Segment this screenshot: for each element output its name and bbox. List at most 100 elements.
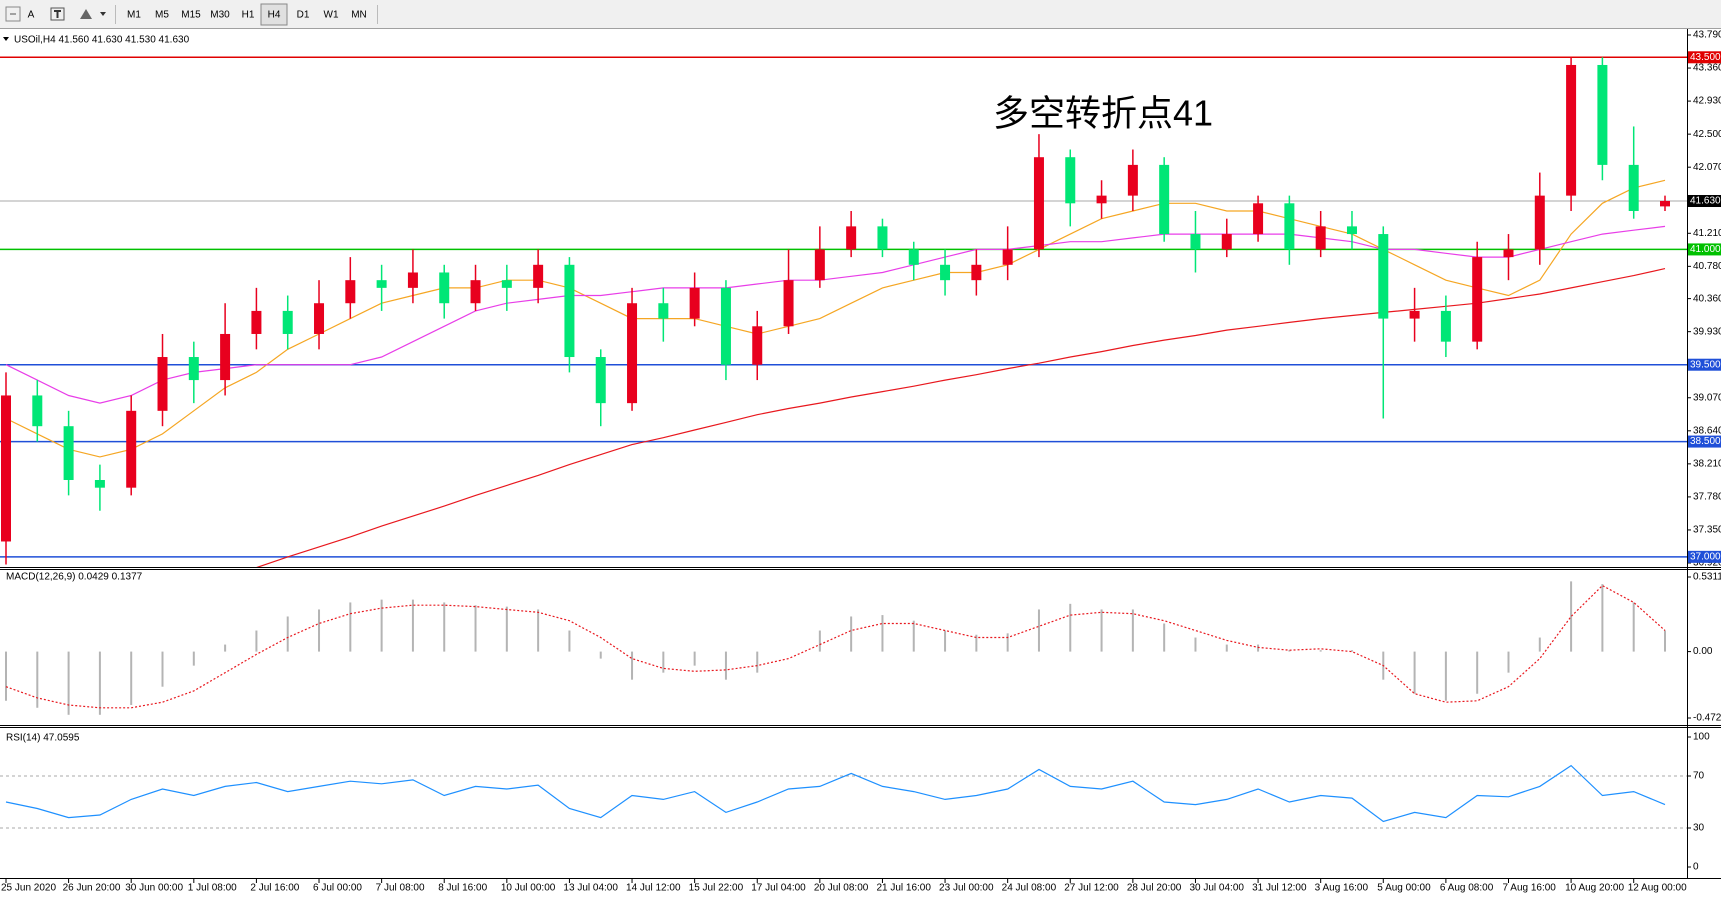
x-tick-label: 30 Jul 04:00: [1189, 883, 1244, 894]
candle-body: [188, 357, 199, 381]
macd-signal: [5, 584, 1666, 709]
candle-body: [1378, 234, 1389, 319]
y-tick-label: 43.360: [1693, 63, 1721, 74]
y-tick-label: 42.070: [1693, 162, 1721, 173]
candle-body: [1346, 226, 1357, 235]
level-label-box: [1688, 243, 1721, 256]
candle-body: [63, 426, 74, 480]
macd-header: MACD(12,26,9) 0.0429 0.1377: [6, 572, 143, 583]
level-label: 41.000: [1690, 244, 1721, 255]
timeframe-button[interactable]: M5: [155, 10, 169, 21]
timeframe-button[interactable]: M1: [127, 10, 141, 21]
dropdown-arrow[interactable]: [100, 12, 106, 16]
x-tick-label: 25 Jun 2020: [1, 883, 56, 894]
y-tick-label: 0.5311: [1693, 572, 1721, 583]
candle-body: [1190, 234, 1201, 250]
y-tick-label: 100: [1693, 732, 1710, 743]
candle-body: [752, 326, 763, 365]
shapes-tool[interactable]: [80, 9, 92, 19]
candle-body: [501, 280, 512, 288]
x-tick-label: 10 Aug 20:00: [1565, 883, 1624, 894]
candle-body: [126, 410, 137, 488]
timeframe-button[interactable]: H4: [268, 10, 281, 21]
x-tick-label: 12 Aug 00:00: [1628, 883, 1687, 894]
candle-body: [564, 264, 575, 358]
level-label: 38.500: [1690, 436, 1721, 447]
y-tick-label: 30: [1693, 823, 1705, 834]
x-tick-label: 23 Jul 00:00: [939, 883, 994, 894]
y-tick-label: 0: [1693, 862, 1699, 873]
header-arrow: [3, 37, 9, 41]
candle-body: [1127, 164, 1138, 196]
timeframe-button[interactable]: MN: [351, 10, 367, 21]
level-label-box: [1688, 358, 1721, 371]
candle-body: [1472, 257, 1483, 342]
timeframe-button[interactable]: H1: [242, 10, 255, 21]
candle-body: [1065, 157, 1076, 204]
text-tool[interactable]: A: [28, 10, 35, 21]
x-tick-label: 20 Jul 08:00: [814, 883, 869, 894]
timeframe-button[interactable]: M15: [181, 10, 201, 21]
x-tick-label: 2 Jul 16:00: [250, 883, 299, 894]
candle-body: [157, 357, 168, 411]
candle-body: [627, 303, 638, 404]
x-tick-label: 13 Jul 04:00: [563, 883, 618, 894]
candle-body: [470, 280, 481, 304]
candle-body: [689, 287, 700, 319]
candle-body: [439, 272, 450, 304]
candle-body: [783, 280, 794, 327]
timeframe-button[interactable]: M30: [210, 10, 230, 21]
x-tick-label: 28 Jul 20:00: [1127, 883, 1182, 894]
candle-body: [1409, 310, 1420, 319]
y-tick-label: 37.350: [1693, 525, 1721, 536]
level-label: 41.630: [1690, 196, 1721, 207]
candle-body: [1440, 310, 1451, 342]
y-tick-label: 42.500: [1693, 129, 1721, 140]
x-tick-label: 27 Jul 12:00: [1064, 883, 1119, 894]
candle-body: [877, 226, 888, 250]
y-tick-label: 38.640: [1693, 425, 1721, 436]
x-tick-label: 17 Jul 04:00: [751, 883, 806, 894]
x-tick-label: 6 Jul 00:00: [313, 883, 362, 894]
label-tool[interactable]: [50, 7, 65, 21]
x-tick-label: 1 Jul 08:00: [188, 883, 237, 894]
level-label: 43.500: [1690, 52, 1721, 63]
candle-body: [1253, 203, 1264, 235]
cursor-icon[interactable]: [5, 6, 21, 22]
moving-average: [256, 268, 1666, 567]
annotation: 多空转折点41: [993, 93, 1213, 134]
timeframe-button[interactable]: W1: [324, 10, 339, 21]
candle-body: [908, 249, 919, 265]
x-tick-label: 15 Jul 22:00: [689, 883, 744, 894]
x-tick-label: 8 Jul 16:00: [438, 883, 487, 894]
timeframe-button[interactable]: D1: [297, 10, 310, 21]
candle-body: [1033, 157, 1044, 250]
candle-body: [1284, 203, 1295, 250]
x-tick-label: 3 Aug 16:00: [1315, 883, 1369, 894]
level-label: 37.000: [1690, 551, 1721, 562]
timeframe-pressed: [260, 3, 288, 26]
candle-body: [314, 303, 325, 334]
candle-body: [814, 249, 825, 281]
x-tick-label: 24 Jul 08:00: [1002, 883, 1057, 894]
main-header: USOil,H4 41.560 41.630 41.530 41.630: [14, 35, 190, 46]
x-tick-label: 31 Jul 12:00: [1252, 883, 1307, 894]
candle-body: [1660, 201, 1670, 207]
level-label-box: [1688, 195, 1721, 208]
x-tick-label: 7 Jul 08:00: [376, 883, 425, 894]
candle-body: [1628, 164, 1639, 211]
candle-body: [94, 479, 105, 488]
y-tick-label: 37.780: [1693, 492, 1721, 503]
candle-body: [720, 287, 731, 365]
candle-body: [1503, 249, 1514, 258]
candle-body: [407, 272, 418, 288]
y-tick-label: 41.210: [1693, 228, 1721, 239]
x-tick-label: 5 Aug 00:00: [1377, 883, 1431, 894]
rsi-header: RSI(14) 47.0595: [6, 733, 80, 744]
y-tick-label: -0.4728: [1693, 713, 1721, 724]
candle-body: [940, 264, 951, 281]
candle-body: [846, 226, 857, 250]
y-tick-label: 38.210: [1693, 458, 1721, 469]
toolbar-icons: A: [5, 5, 116, 24]
y-tick-label: 39.930: [1693, 326, 1721, 337]
